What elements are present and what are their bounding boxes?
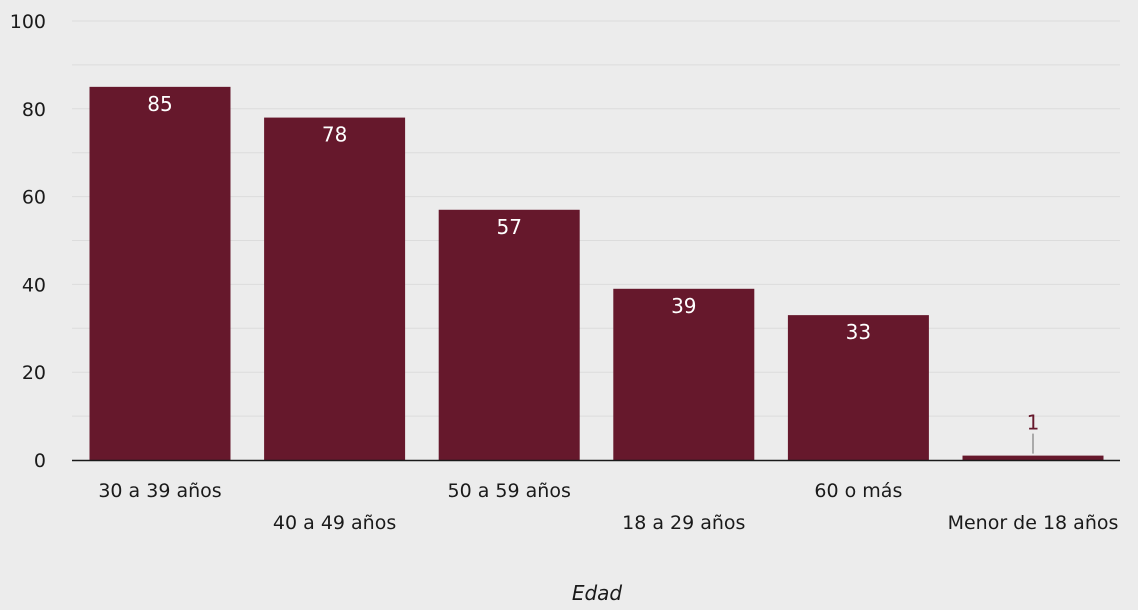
x-axis-categories: 30 a 39 años 40 a 49 años 50 a 59 años 18 a… (98, 480, 1118, 534)
y-tick-label: 60 (22, 187, 46, 209)
y-tick-label: 0 (34, 450, 46, 472)
bar (438, 209, 580, 460)
bar (787, 315, 929, 460)
data-label: 39 (671, 294, 696, 318)
x-tick-label: 30 a 39 años (98, 480, 221, 502)
y-tick-label: 20 (22, 362, 46, 384)
data-label: 1 (1027, 411, 1040, 435)
bar (89, 86, 231, 460)
data-label: 57 (496, 215, 521, 239)
x-axis-title: Edad (572, 581, 623, 605)
gridlines (72, 20, 1120, 417)
x-tick-label: 50 a 59 años (448, 480, 571, 502)
y-tick-label: 40 (22, 274, 46, 296)
bar (264, 117, 406, 460)
y-tick-label: 100 (10, 11, 46, 33)
x-tick-label: 18 a 29 años (622, 512, 745, 534)
y-tick-label: 80 (22, 99, 46, 121)
x-tick-label: Menor de 18 años (948, 512, 1119, 534)
bars (89, 86, 1104, 460)
data-label: 33 (846, 320, 871, 344)
bar (962, 455, 1104, 460)
data-labels: 85 78 57 39 33 1 (147, 92, 1039, 454)
data-label: 85 (147, 92, 172, 116)
x-tick-label: 60 o más (814, 480, 902, 502)
y-axis-ticks: 0 20 40 60 80 100 (10, 11, 46, 472)
bar (613, 288, 755, 460)
x-tick-label: 40 a 49 años (273, 512, 396, 534)
data-label: 78 (322, 123, 347, 147)
